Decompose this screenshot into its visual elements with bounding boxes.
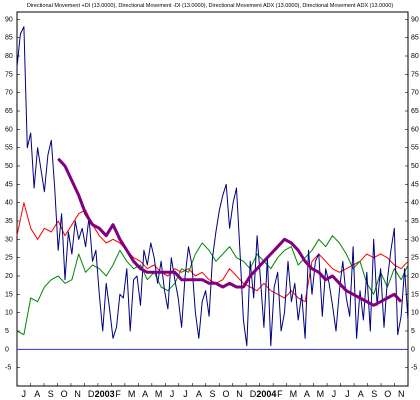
x-month-label: S (371, 389, 377, 399)
purple-series-line (57, 157, 403, 307)
x-month-label: J (345, 389, 350, 399)
y-tick-label-right: 0 (411, 346, 415, 353)
y-tick-label-left: -5 (5, 365, 11, 372)
y-tick-label-right: 10 (411, 310, 419, 317)
y-tick-label-left: 35 (5, 218, 13, 225)
x-month-label: M (317, 389, 325, 399)
y-tick-label-right: 80 (411, 53, 419, 60)
y-tick-label-left: 70 (5, 90, 13, 97)
x-month-label: O (222, 389, 229, 399)
y-tick-label-left: 25 (5, 255, 13, 262)
y-tick-label-right: 65 (411, 108, 419, 115)
x-month-label: N (236, 389, 243, 399)
y-tick-label-right: 30 (411, 236, 419, 243)
y-tick-label-right: 40 (411, 200, 419, 207)
x-axis: J A S O N D 2003 F M A M J J A S O N D 2004 F M A M J J A S O N (16, 383, 405, 399)
y-tick-label-right: -5 (411, 365, 417, 372)
x-month-label: J (332, 389, 337, 399)
y-tick-label-left: 40 (5, 200, 13, 207)
x-month-label: N (398, 389, 405, 399)
y-tick-label-right: 85 (411, 35, 419, 42)
y-tick-label-right: 60 (411, 126, 419, 133)
y-tick-label-right: 5 (411, 328, 415, 335)
y-tick-label-right: 25 (411, 255, 419, 262)
y-tick-label-right: 70 (411, 90, 419, 97)
y-tick-label-left: 75 (5, 71, 13, 78)
x-month-label: A (196, 389, 202, 399)
x-month-label: J (170, 389, 175, 399)
x-month-label: S (209, 389, 215, 399)
y-tick-label-left: 45 (5, 181, 13, 188)
y-axis-left: -5 0 5 10 15 20 25 30 35 40 45 50 55 60 65 70 75 80 85 90 (5, 16, 20, 372)
x-month-label: A (34, 389, 40, 399)
y-tick-label-left: 15 (5, 291, 13, 298)
y-tick-label-right: 50 (411, 163, 419, 170)
x-month-label: A (358, 389, 364, 399)
y-tick-label-right: 15 (411, 291, 419, 298)
y-tick-label-right: 90 (411, 16, 419, 23)
x-month-label: O (384, 389, 391, 399)
x-month-label: F (115, 389, 121, 399)
y-tick-label-left: 50 (5, 163, 13, 170)
y-tick-label-right: 45 (411, 181, 419, 188)
x-month-label: O (61, 389, 68, 399)
x-month-label: M (290, 389, 298, 399)
x-month-label: M (128, 389, 136, 399)
y-tick-label-right: 55 (411, 145, 419, 152)
x-month-label: N (74, 389, 81, 399)
y-tick-label-left: 0 (5, 346, 9, 353)
y-tick-label-left: 55 (5, 145, 13, 152)
y-tick-label-left: 20 (5, 273, 13, 280)
x-month-label: S (48, 389, 54, 399)
x-year-label: 2004 (256, 389, 276, 399)
x-month-label: A (142, 389, 148, 399)
y-tick-label-left: 30 (5, 236, 13, 243)
y-tick-label-left: 65 (5, 108, 13, 115)
x-month-label: J (183, 389, 188, 399)
y-tick-label-right: 20 (411, 273, 419, 280)
x-month-label: A (304, 389, 310, 399)
y-tick-label-left: 60 (5, 126, 13, 133)
chart-title: Directional Movement +DI (13.0000), Dire… (27, 3, 394, 9)
x-month-label: M (155, 389, 163, 399)
blue-series-line (16, 26, 409, 347)
y-tick-label-right: 35 (411, 218, 419, 225)
y-tick-label-left: 80 (5, 53, 13, 60)
y-tick-label-left: 85 (5, 35, 13, 42)
y-tick-label-left: 5 (5, 328, 9, 335)
red-series-line (16, 202, 409, 303)
y-tick-label-left: 90 (5, 16, 13, 23)
plot-border (16, 11, 409, 387)
x-year-label: 2003 (95, 389, 115, 399)
x-month-label: F (277, 389, 283, 399)
y-tick-label-right: 75 (411, 71, 419, 78)
y-axis-right: -5 0 5 10 15 20 25 30 35 40 45 50 55 60 65 70 75 80 85 90 (405, 16, 419, 372)
x-month-label: J (21, 389, 26, 399)
series-layer (16, 26, 409, 347)
plot-frame (16, 11, 409, 387)
y-tick-label-left: 10 (5, 310, 13, 317)
x-month-label: D (88, 389, 95, 399)
x-month-label: D (250, 389, 257, 399)
